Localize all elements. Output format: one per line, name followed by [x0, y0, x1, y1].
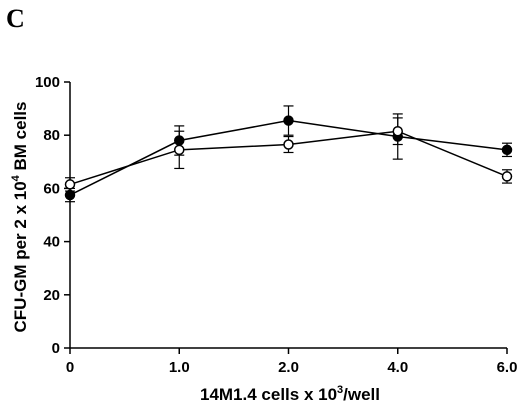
y-tick-label: 40 — [43, 234, 60, 251]
y-tick-label: 0 — [52, 340, 60, 357]
open-circle-point — [174, 144, 185, 156]
x-tick-label: 4.0 — [387, 359, 408, 376]
open-circle-point — [64, 179, 76, 190]
y-tick-label: 60 — [43, 180, 60, 197]
y-axis-title: CFU-GM per 2 x 104 BM cells — [10, 102, 30, 333]
x-axis-title: 14M1.4 cells x 103/well — [200, 384, 380, 404]
filled-circle-point — [501, 144, 513, 156]
y-tick-label: 80 — [43, 127, 60, 144]
y-tick-label: 20 — [43, 287, 60, 304]
open-circle-point — [392, 125, 403, 137]
filled-circle-point — [283, 115, 294, 126]
x-tick-label: 0 — [66, 359, 74, 376]
x-axis-ticks: 0 1.0 2.0 4.0 6.0 — [66, 348, 518, 376]
x-tick-label: 6.0 — [497, 359, 518, 376]
y-axis-ticks: 0 20 40 60 80 100 — [35, 74, 70, 357]
series-2 — [64, 117, 513, 192]
x-tick-label: 1.0 — [169, 359, 190, 376]
series-1 — [64, 105, 513, 203]
open-circle-point — [283, 139, 294, 150]
panel-label: C — [6, 4, 25, 33]
open-circle-point — [501, 171, 513, 182]
x-tick-label: 2.0 — [278, 359, 299, 376]
filled-circle-point — [64, 189, 76, 201]
y-tick-label: 100 — [35, 74, 60, 91]
series-layer — [64, 105, 513, 203]
